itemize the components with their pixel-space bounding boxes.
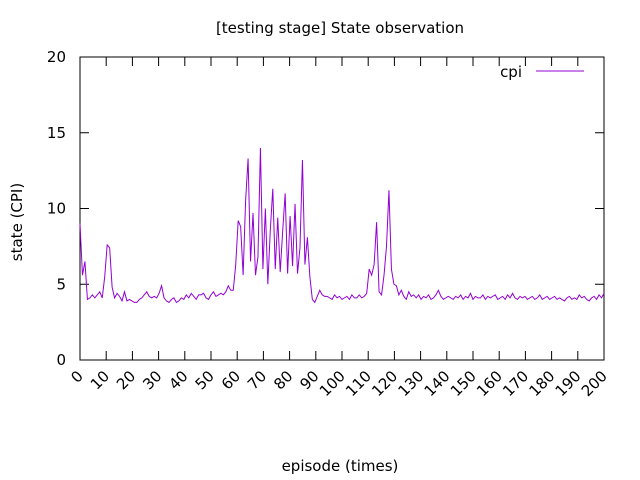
x-tick-label: 50 <box>192 367 218 393</box>
x-tick-label: 140 <box>421 367 454 400</box>
x-tick-label: 180 <box>525 367 558 400</box>
x-tick-label: 150 <box>447 367 480 400</box>
x-tick-label: 160 <box>473 367 506 400</box>
x-tick-label: 20 <box>113 367 139 393</box>
y-tick-label: 0 <box>56 351 66 369</box>
chart-title: [testing stage] State observation <box>216 19 464 37</box>
y-tick-label: 10 <box>47 200 66 218</box>
x-tick-label: 110 <box>342 367 375 400</box>
y-axis-label: state (CPI) <box>8 183 26 261</box>
series-line-cpi <box>79 147 605 304</box>
legend-label-cpi: cpi <box>500 63 522 81</box>
x-axis-label: episode (times) <box>282 457 399 475</box>
x-tick-label: 120 <box>368 367 401 400</box>
x-axis-ticks: 0 10 20 30 40 50 60 70 80 90100110120130140150160… <box>67 57 611 400</box>
y-axis-ticks: 0 5 10 15 20 <box>47 48 604 369</box>
x-tick-label: 30 <box>139 367 165 393</box>
y-tick-label: 20 <box>47 48 66 66</box>
x-tick-label: 200 <box>578 367 611 400</box>
x-tick-label: 100 <box>316 367 349 400</box>
x-tick-label: 80 <box>270 367 296 393</box>
x-tick-label: 170 <box>499 367 532 400</box>
legend: cpi <box>500 63 584 81</box>
x-tick-label: 70 <box>244 367 270 393</box>
y-tick-label: 15 <box>47 124 66 142</box>
series-layer <box>79 147 605 304</box>
x-tick-label: 10 <box>87 367 113 393</box>
y-tick-label: 5 <box>56 275 66 293</box>
x-tick-label: 190 <box>552 367 585 400</box>
x-tick-label: 130 <box>394 367 427 400</box>
x-tick-label: 0 <box>67 367 86 386</box>
plot-border <box>79 56 605 361</box>
x-tick-label: 60 <box>218 367 244 393</box>
plot-frame <box>79 56 605 361</box>
x-tick-label: 40 <box>165 367 191 393</box>
